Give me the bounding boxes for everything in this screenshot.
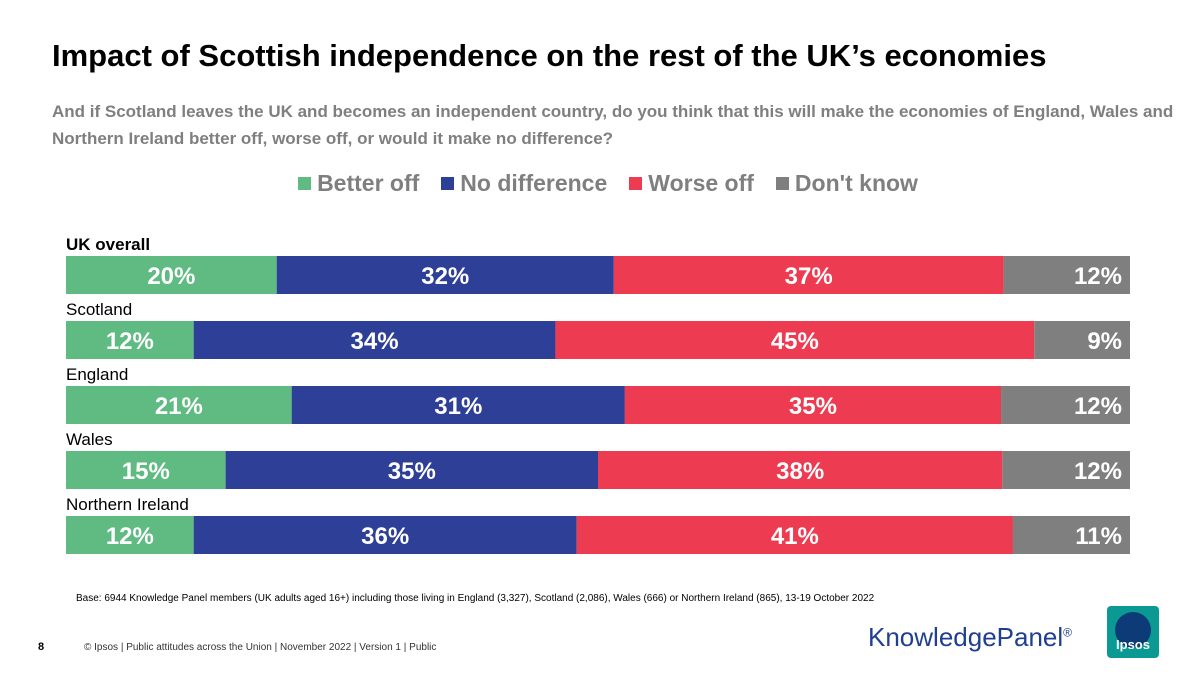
legend-swatch	[298, 177, 312, 190]
data-label: 12%	[106, 328, 154, 355]
legend-item: Worse off	[629, 170, 754, 197]
data-label: 31%	[434, 393, 482, 420]
data-label: 45%	[771, 328, 819, 355]
bar-segment	[66, 451, 226, 489]
data-label: 12%	[1074, 393, 1122, 420]
legend-swatch	[775, 177, 789, 190]
footer-text: © Ipsos | Public attitudes across the Un…	[84, 642, 437, 653]
ipsos-logo: Ipsos	[1107, 606, 1159, 658]
bar-segment	[66, 516, 194, 554]
legend-label: No difference	[460, 170, 608, 196]
legend-item: Don't know	[775, 170, 918, 197]
bar-segment	[193, 321, 556, 359]
row-label: England	[66, 365, 128, 384]
question-subtitle: And if Scotland leaves the UK and become…	[52, 102, 1174, 148]
data-label: 35%	[789, 393, 837, 420]
row-label: Northern Ireland	[66, 495, 189, 514]
data-label: 9%	[1087, 328, 1122, 355]
bar-segment	[193, 516, 577, 554]
bar-segment	[555, 321, 1035, 359]
bar-segment	[66, 256, 277, 294]
bar-segment	[1003, 256, 1130, 294]
bar-segment	[1012, 516, 1130, 554]
data-label: 36%	[361, 523, 409, 550]
data-label: 32%	[421, 263, 469, 290]
bar-segment	[66, 321, 194, 359]
data-label: 38%	[776, 458, 824, 485]
bar-segment	[576, 516, 1013, 554]
data-label: 12%	[1074, 263, 1122, 290]
page-number: 8	[38, 641, 45, 653]
data-label: 34%	[351, 328, 399, 355]
bar-segment	[1034, 321, 1130, 359]
bar-segment	[598, 451, 1003, 489]
row-label: Scotland	[66, 300, 132, 319]
knowledgepanel-logo: KnowledgePanel®	[868, 622, 1072, 652]
legend-label: Worse off	[648, 170, 754, 196]
bar-segment	[624, 386, 1002, 424]
data-label: 21%	[155, 393, 203, 420]
row-label: Wales	[66, 430, 113, 449]
bar-segment	[66, 386, 292, 424]
data-label: 20%	[147, 263, 195, 290]
data-label: 15%	[122, 458, 170, 485]
data-label: 11%	[1075, 523, 1122, 550]
data-label: 37%	[785, 263, 833, 290]
bar-segment	[1001, 386, 1130, 424]
page-title: Impact of Scottish independence on the r…	[52, 38, 1047, 73]
legend-swatch	[629, 177, 643, 190]
legend-label: Don't know	[794, 170, 918, 196]
bar-segment	[276, 256, 614, 294]
base-note: Base: 6944 Knowledge Panel members (UK a…	[76, 593, 875, 604]
data-label: 12%	[1074, 458, 1122, 485]
data-label: 41%	[771, 523, 819, 550]
chart-legend: Better off No difference Worse off Don't kn…	[0, 170, 1200, 197]
data-label: 35%	[388, 458, 436, 485]
data-label: 12%	[106, 523, 154, 550]
legend-label: Better off	[317, 170, 420, 196]
bar-segment	[613, 256, 1004, 294]
row-label: UK overall	[66, 235, 150, 254]
legend-item: No difference	[441, 170, 607, 197]
bar-segment	[1002, 451, 1130, 489]
bar-segment	[225, 451, 598, 489]
legend-item: Better off	[298, 170, 419, 197]
bar-segment	[291, 386, 625, 424]
legend-swatch	[441, 177, 455, 190]
